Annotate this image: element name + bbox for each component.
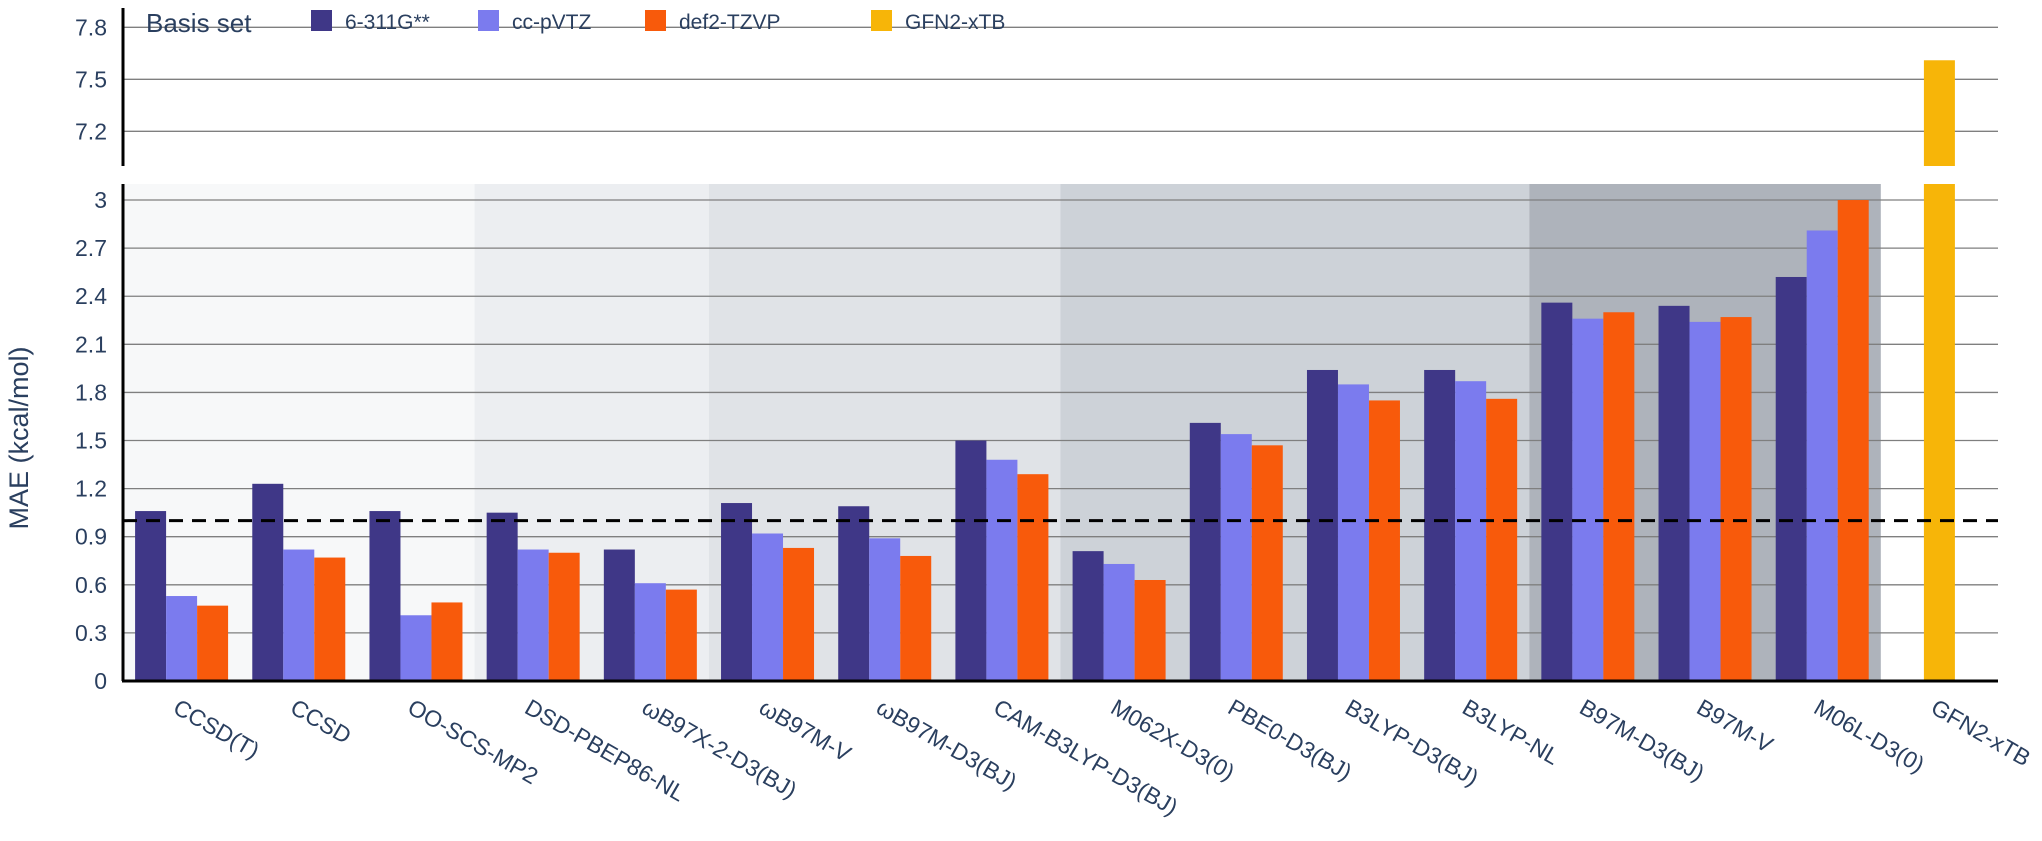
y-lower-tick-label: 2.1 xyxy=(75,331,107,357)
bar-def2-TZVP-ωB97M-D3(BJ) xyxy=(900,555,932,681)
bar-6-311G**-ωB97M-V xyxy=(721,503,753,681)
x-category-label: PBE0-D3(BJ) xyxy=(1224,694,1357,786)
bar-def2-TZVP-B97M-V xyxy=(1720,317,1752,681)
x-category-label: CCSD(T) xyxy=(169,694,264,764)
bar-def2-TZVP-M062X-D3(0) xyxy=(1134,579,1166,681)
x-category-label: ωB97M-V xyxy=(755,694,856,767)
bar-cc-pVTZ-CCSD xyxy=(283,549,315,681)
bar-cc-pVTZ-B97M-D3(BJ) xyxy=(1572,318,1604,681)
y-upper-tick-label: 7.2 xyxy=(75,118,107,144)
y-upper-tick-label: 7.5 xyxy=(75,66,107,92)
bar-def2-TZVP-DSD-PBEP86-NL xyxy=(548,552,580,681)
bar-def2-TZVP-CCSD(T) xyxy=(197,605,229,681)
bar-def2-TZVP-ωB97M-V xyxy=(783,547,815,681)
axes xyxy=(121,8,1998,683)
legend-swatch xyxy=(645,10,666,31)
bar-def2-TZVP-CCSD xyxy=(314,557,346,681)
bar-6-311G**-B3LYP-NL xyxy=(1424,369,1456,681)
bar-cc-pVTZ-M06L-D3(0) xyxy=(1806,230,1838,682)
y-lower-tick-label: 1.2 xyxy=(75,476,107,502)
bar-6-311G**-DSD-PBEP86-NL xyxy=(486,512,518,681)
legend-swatch xyxy=(871,10,892,31)
x-category-label: OO-SCS-MP2 xyxy=(403,694,542,789)
bar-6-311G**-CCSD xyxy=(252,483,284,681)
legend-label: def2-TZVP xyxy=(679,11,781,34)
bar-def2-TZVP-B3LYP-NL xyxy=(1486,398,1518,681)
legend-label: cc-pVTZ xyxy=(512,11,592,34)
bar-cc-pVTZ-B3LYP-NL xyxy=(1455,381,1487,681)
legend: Basis set 6-311G** cc-pVTZ def2-TZVP GFN2-x… xyxy=(146,8,1005,38)
bar-6-311G**-CAM-B3LYP-D3(BJ) xyxy=(955,440,987,681)
x-category-labels: CCSD(T) CCSD OO-SCS-MP2DSD-PBEP86-NLωB97X-… xyxy=(169,694,2035,820)
y-lower-tick-label: 0 xyxy=(94,668,107,694)
bar-cc-pVTZ-DSD-PBEP86-NL xyxy=(517,549,549,681)
bar-cc-pVTZ-CAM-B3LYP-D3(BJ) xyxy=(986,459,1018,681)
bar-cc-pVTZ-ωB97M-D3(BJ) xyxy=(869,538,901,681)
x-category-label: B97M-V xyxy=(1693,694,1779,758)
bar-cc-pVTZ-ωB97M-V xyxy=(752,533,784,681)
x-category-label: B3LYP-NL xyxy=(1458,694,1564,770)
bar-def2-TZVP-PBE0-D3(BJ) xyxy=(1251,445,1283,681)
bar-cc-pVTZ-CCSD(T) xyxy=(166,596,198,681)
bar-6-311G**-B97M-D3(BJ) xyxy=(1541,302,1573,681)
bar-def2-TZVP-OO-SCS-MP2 xyxy=(431,602,463,681)
bar-def2-TZVP-M06L-D3(0) xyxy=(1837,200,1869,681)
y-lower-tick-label: 0.9 xyxy=(75,524,107,550)
y-upper-tick-label: 7.8 xyxy=(75,14,107,40)
bar-6-311G**-B97M-V xyxy=(1658,305,1690,681)
legend-label: 6-311G** xyxy=(345,11,430,34)
bar-6-311G**-CCSD(T) xyxy=(135,511,167,681)
y-tick-labels: 0 0.3 0.6 0.9 1.2 1.5 1.8 2.1 2.4 2.7 3 7.2 7.5 7.8 xyxy=(75,14,107,694)
bar-GFN2-xTB-lower xyxy=(1923,184,1955,681)
legend-title: Basis set xyxy=(146,8,252,38)
y-lower-tick-label: 3 xyxy=(94,187,107,213)
y-lower-tick-label: 2.4 xyxy=(75,283,107,309)
y-axis-label: MAE (kcal/mol) xyxy=(4,346,34,529)
bar-cc-pVTZ-PBE0-D3(BJ) xyxy=(1220,434,1252,681)
bar-6-311G**-PBE0-D3(BJ) xyxy=(1189,422,1221,681)
bar-6-311G**-ωB97X-2-D3(BJ) xyxy=(603,549,635,681)
x-category-label: GFN2-xTB xyxy=(1927,694,2035,771)
bar-cc-pVTZ-B3LYP-D3(BJ) xyxy=(1337,384,1369,681)
x-category-label: B97M-D3(BJ) xyxy=(1575,694,1709,786)
bar-cc-pVTZ-ωB97X-2-D3(BJ) xyxy=(634,583,666,681)
y-lower-tick-label: 1.8 xyxy=(75,379,107,405)
bar-6-311G**-B3LYP-D3(BJ) xyxy=(1306,369,1338,681)
bar-6-311G**-M062X-D3(0) xyxy=(1072,551,1104,681)
bar-cc-pVTZ-B97M-V xyxy=(1689,321,1721,681)
bar-6-311G**-M06L-D3(0) xyxy=(1775,276,1807,681)
bar-GFN2-xTB-upper xyxy=(1923,60,1955,167)
y-lower-tick-label: 2.7 xyxy=(75,235,107,261)
y-lower-tick-label: 0.3 xyxy=(75,620,107,646)
x-category-label: M06L-D3(0) xyxy=(1810,694,1929,778)
bar-def2-TZVP-CAM-B3LYP-D3(BJ) xyxy=(1017,474,1049,681)
bar-6-311G**-ωB97M-D3(BJ) xyxy=(838,506,870,681)
bar-def2-TZVP-ωB97X-2-D3(BJ) xyxy=(665,589,697,681)
bar-cc-pVTZ-M062X-D3(0) xyxy=(1103,563,1135,681)
x-category-label: CCSD xyxy=(286,694,355,749)
bar-def2-TZVP-B3LYP-D3(BJ) xyxy=(1368,400,1400,681)
bar-6-311G**-OO-SCS-MP2 xyxy=(369,511,401,681)
y-lower-tick-label: 0.6 xyxy=(75,572,107,598)
legend-swatch xyxy=(311,10,332,31)
legend-label: GFN2-xTB xyxy=(905,11,1005,34)
legend-swatch xyxy=(478,10,499,31)
bars xyxy=(135,60,1955,682)
bar-def2-TZVP-B97M-D3(BJ) xyxy=(1603,312,1635,681)
y-lower-tick-label: 1.5 xyxy=(75,428,107,454)
bar-cc-pVTZ-OO-SCS-MP2 xyxy=(400,615,432,681)
